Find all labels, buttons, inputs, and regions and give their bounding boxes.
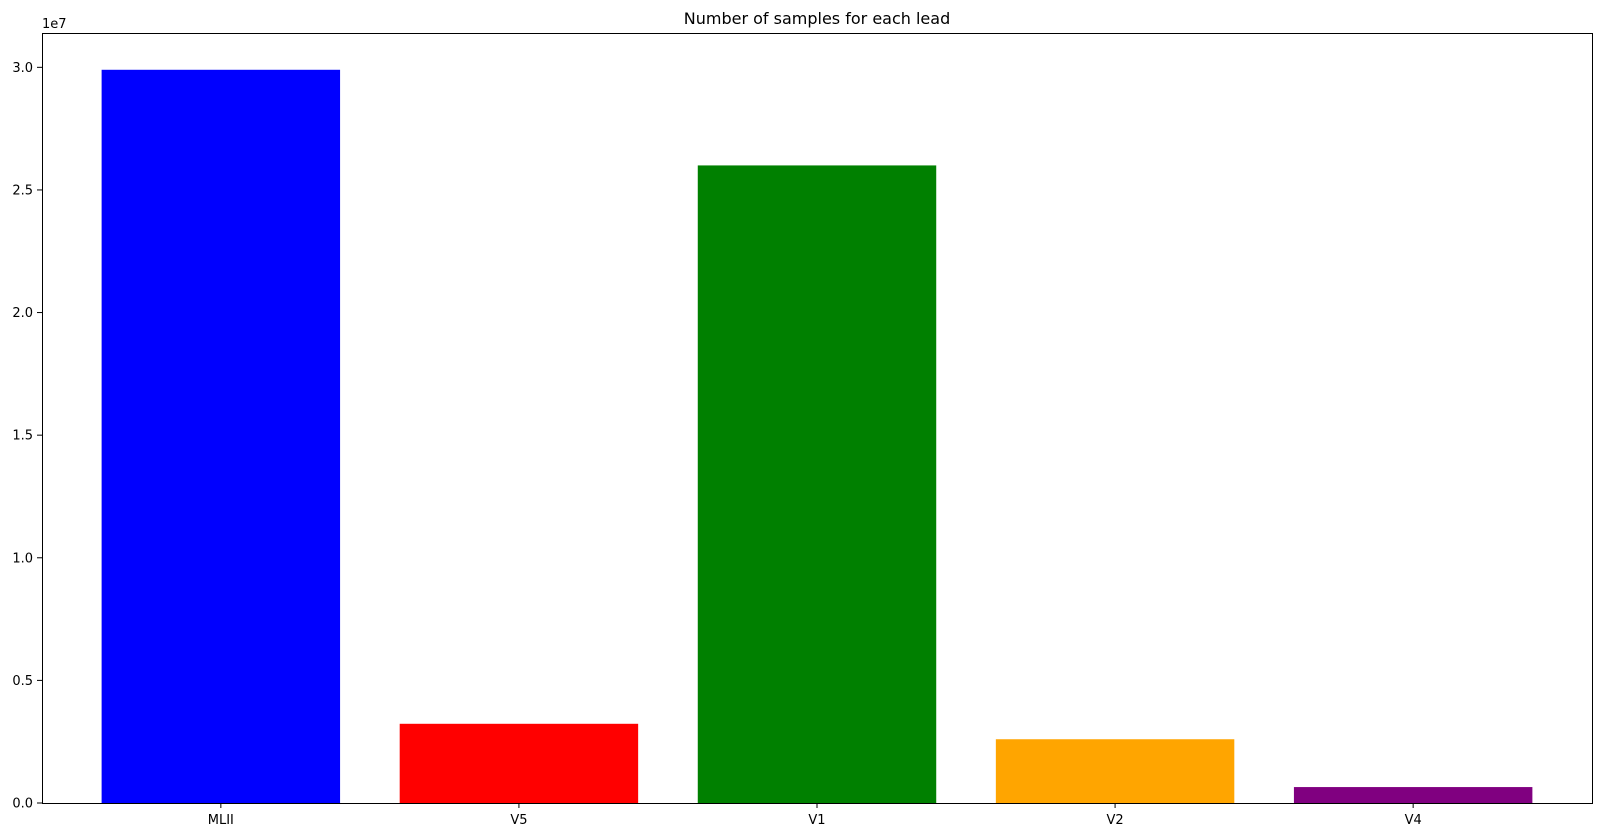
x-tick-label: V2 [1106, 813, 1123, 828]
y-axis: 0.0 0.5 1.0 1.5 2.0 2.5 3.0 [12, 61, 42, 812]
x-axis: MLII V5 V1 V2 V4 [208, 803, 1422, 828]
y-tick-label: 0.0 [12, 797, 33, 812]
y-tick-label: 1.0 [12, 551, 33, 566]
x-tick-label: V5 [510, 813, 527, 828]
y-offset-label: 1e7 [42, 17, 67, 32]
y-tick-label: 2.5 [12, 183, 33, 198]
bar-v4 [1293, 787, 1533, 803]
y-tick-label: 0.5 [12, 674, 33, 689]
y-tick-label: 2.0 [12, 306, 33, 321]
plot-frame [42, 33, 1593, 804]
bars-layer [101, 69, 1533, 803]
bar-v1 [697, 165, 937, 803]
y-tick-label: 3.0 [12, 61, 33, 76]
chart-title: Number of samples for each lead [684, 9, 950, 28]
bar-v5 [399, 723, 639, 803]
x-tick-label: V4 [1405, 813, 1422, 828]
x-tick-label: MLII [208, 813, 234, 828]
bar-mlii [101, 69, 341, 803]
y-tick-label: 1.5 [12, 429, 33, 444]
x-tick-label: V1 [808, 813, 825, 828]
bar-v2 [995, 739, 1235, 803]
